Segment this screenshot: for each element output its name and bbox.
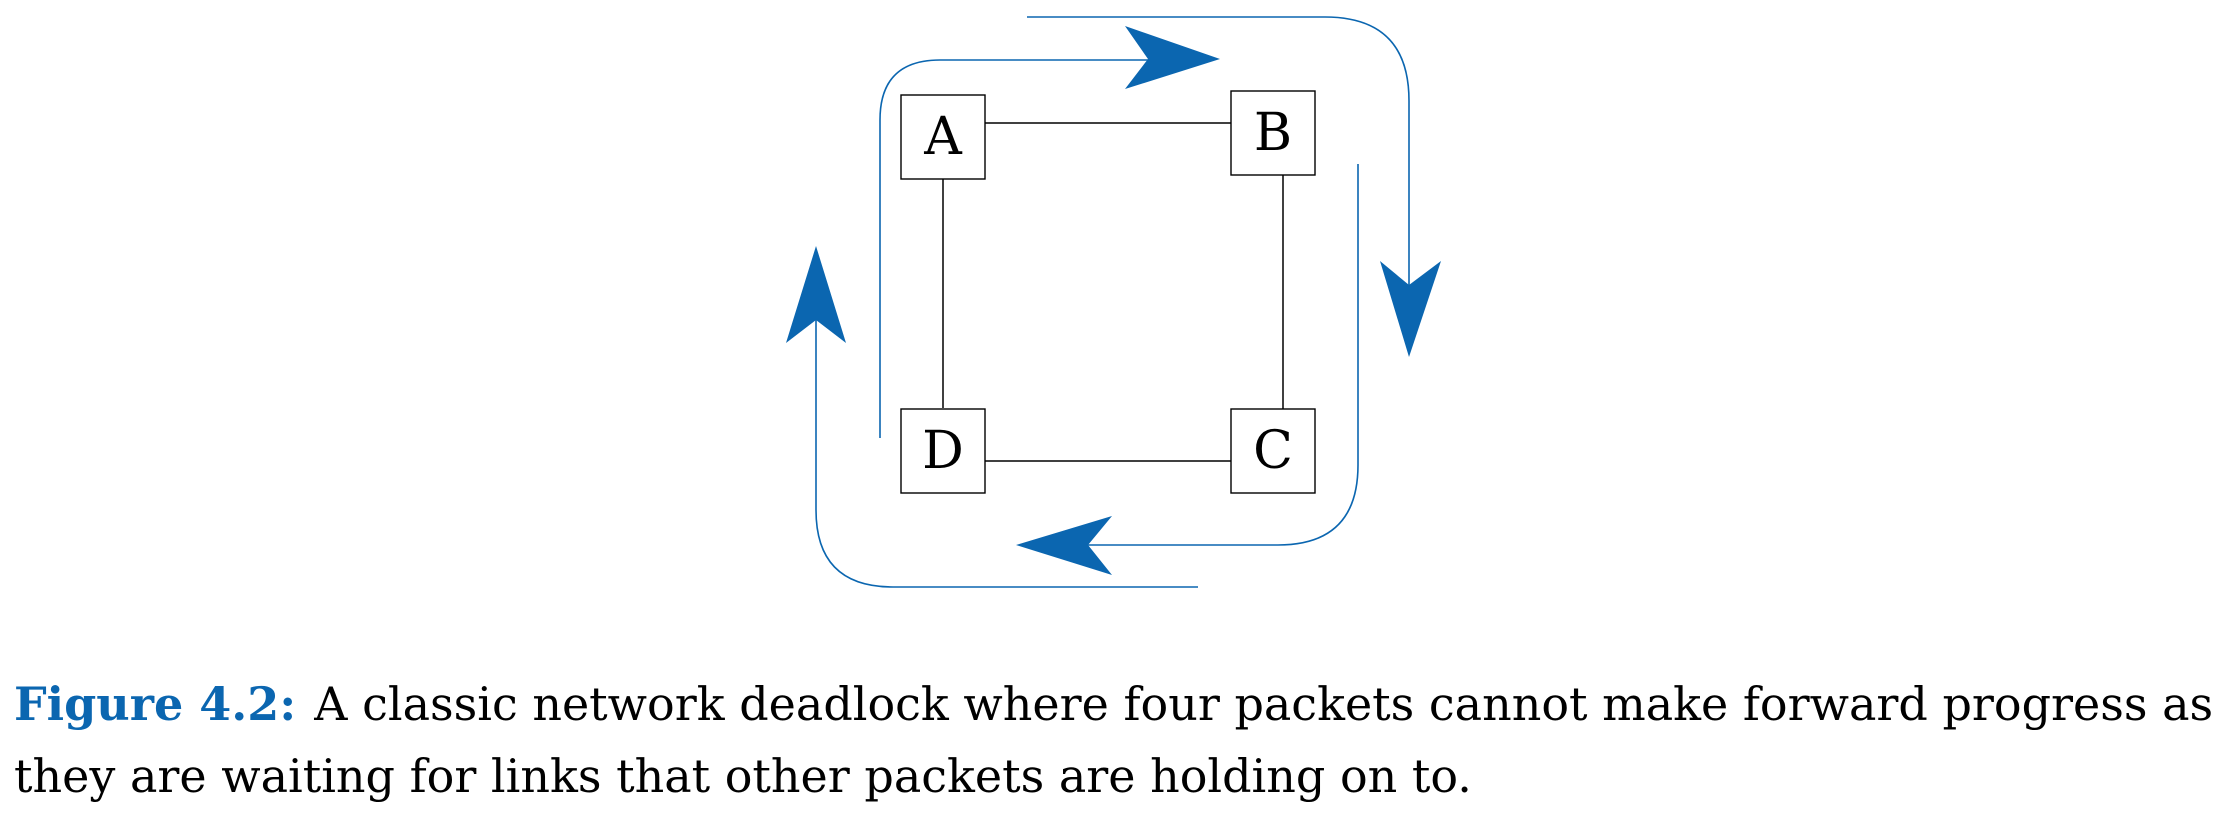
figure-label: Figure 4.2: xyxy=(14,677,297,731)
packet-path-bottom xyxy=(815,300,1198,588)
arrow-up-icon xyxy=(786,246,846,343)
arrow-down-icon xyxy=(1380,261,1441,357)
arrow-right-icon xyxy=(1125,26,1220,89)
packet-path-left xyxy=(879,59,1150,438)
node-c: C xyxy=(1230,408,1316,494)
node-c-label: C xyxy=(1253,421,1293,481)
node-b-label: B xyxy=(1254,103,1292,163)
node-a-label: A xyxy=(923,107,963,167)
node-d-label: D xyxy=(922,421,964,481)
caption-text: A classic network deadlock where four pa… xyxy=(14,677,2214,803)
deadlock-diagram: A B C D xyxy=(786,16,1441,588)
packet-path-top xyxy=(1027,16,1410,300)
arrow-left-icon xyxy=(1016,516,1112,575)
packet-path-right xyxy=(1080,164,1359,546)
node-a: A xyxy=(900,94,986,180)
node-b: B xyxy=(1230,90,1316,176)
figure-caption: Figure 4.2: A classic network deadlock wh… xyxy=(14,668,2214,812)
node-d: D xyxy=(900,408,986,494)
